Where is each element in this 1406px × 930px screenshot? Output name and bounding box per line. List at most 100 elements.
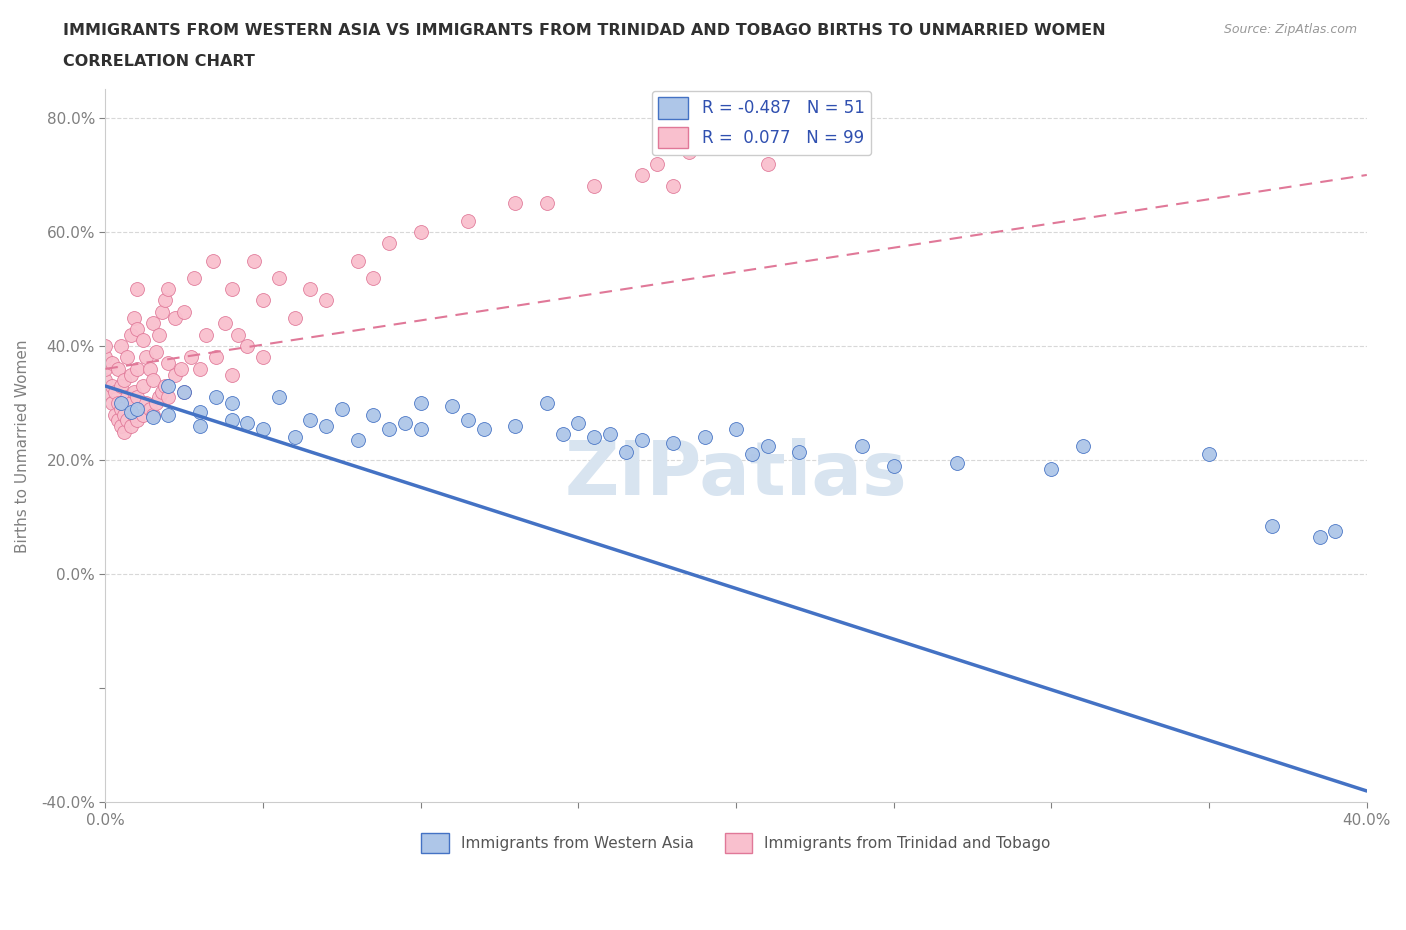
Point <box>599 427 621 442</box>
Point <box>820 100 842 114</box>
Point <box>94 373 117 388</box>
Point <box>155 379 177 393</box>
Point <box>148 390 170 405</box>
Point <box>142 407 165 422</box>
Point <box>122 310 145 325</box>
Point <box>188 362 211 377</box>
Point <box>330 402 353 417</box>
Point <box>120 418 142 433</box>
Point <box>120 367 142 382</box>
Point <box>226 327 249 342</box>
Point <box>214 316 236 331</box>
Point <box>125 362 148 377</box>
Point <box>252 421 274 436</box>
Point <box>110 379 132 393</box>
Point <box>157 379 180 393</box>
Point <box>614 445 637 459</box>
Legend: Immigrants from Western Asia, Immigrants from Trinidad and Tobago: Immigrants from Western Asia, Immigrants… <box>415 827 1057 859</box>
Point <box>100 395 122 410</box>
Point <box>505 196 527 211</box>
Point <box>505 418 527 433</box>
Point <box>155 293 177 308</box>
Point <box>150 304 173 319</box>
Point <box>122 407 145 422</box>
Text: ZIPatlas: ZIPatlas <box>565 438 907 511</box>
Point <box>138 362 160 377</box>
Point <box>1324 524 1347 538</box>
Point <box>267 390 290 405</box>
Point <box>125 282 148 297</box>
Y-axis label: Births to Unmarried Women: Births to Unmarried Women <box>15 339 30 552</box>
Point <box>363 407 385 422</box>
Point <box>441 399 464 414</box>
Point <box>551 427 574 442</box>
Point <box>173 304 195 319</box>
Point <box>195 327 218 342</box>
Point <box>645 156 668 171</box>
Point <box>157 282 180 297</box>
Point <box>252 293 274 308</box>
Point <box>142 316 165 331</box>
Point <box>110 395 132 410</box>
Point <box>112 424 135 439</box>
Point <box>299 413 322 428</box>
Point <box>112 373 135 388</box>
Point <box>787 111 810 126</box>
Point <box>630 167 652 182</box>
Point <box>173 384 195 399</box>
Point <box>315 418 337 433</box>
Point <box>725 421 748 436</box>
Point <box>157 390 180 405</box>
Point <box>693 430 716 445</box>
Point <box>204 390 226 405</box>
Point <box>221 395 243 410</box>
Point <box>100 379 122 393</box>
Point <box>315 293 337 308</box>
Point <box>409 421 432 436</box>
Point <box>163 367 186 382</box>
Point <box>946 456 969 471</box>
Point <box>188 405 211 419</box>
Point <box>145 344 167 359</box>
Point <box>883 458 905 473</box>
Point <box>457 413 479 428</box>
Point <box>163 310 186 325</box>
Point <box>138 402 160 417</box>
Point <box>117 413 139 428</box>
Point <box>725 122 748 137</box>
Point <box>94 362 117 377</box>
Point <box>394 416 416 431</box>
Point <box>157 356 180 371</box>
Point <box>110 339 132 353</box>
Point <box>117 350 139 365</box>
Point <box>567 416 589 431</box>
Point <box>756 438 779 453</box>
Point <box>299 282 322 297</box>
Point <box>662 435 685 450</box>
Point <box>741 447 763 462</box>
Point <box>346 253 368 268</box>
Point <box>851 438 873 453</box>
Point <box>94 339 117 353</box>
Point <box>104 384 127 399</box>
Point <box>142 373 165 388</box>
Point <box>1071 438 1094 453</box>
Point <box>100 356 122 371</box>
Point <box>107 413 129 428</box>
Point <box>284 310 307 325</box>
Point <box>378 421 401 436</box>
Point <box>787 445 810 459</box>
Point <box>204 350 226 365</box>
Point <box>132 379 155 393</box>
Point <box>125 390 148 405</box>
Text: Source: ZipAtlas.com: Source: ZipAtlas.com <box>1223 23 1357 36</box>
Point <box>1198 447 1220 462</box>
Point <box>201 253 224 268</box>
Point <box>756 156 779 171</box>
Point <box>678 145 700 160</box>
Point <box>120 405 142 419</box>
Point <box>125 402 148 417</box>
Point <box>835 122 858 137</box>
Point <box>221 367 243 382</box>
Point <box>236 416 259 431</box>
